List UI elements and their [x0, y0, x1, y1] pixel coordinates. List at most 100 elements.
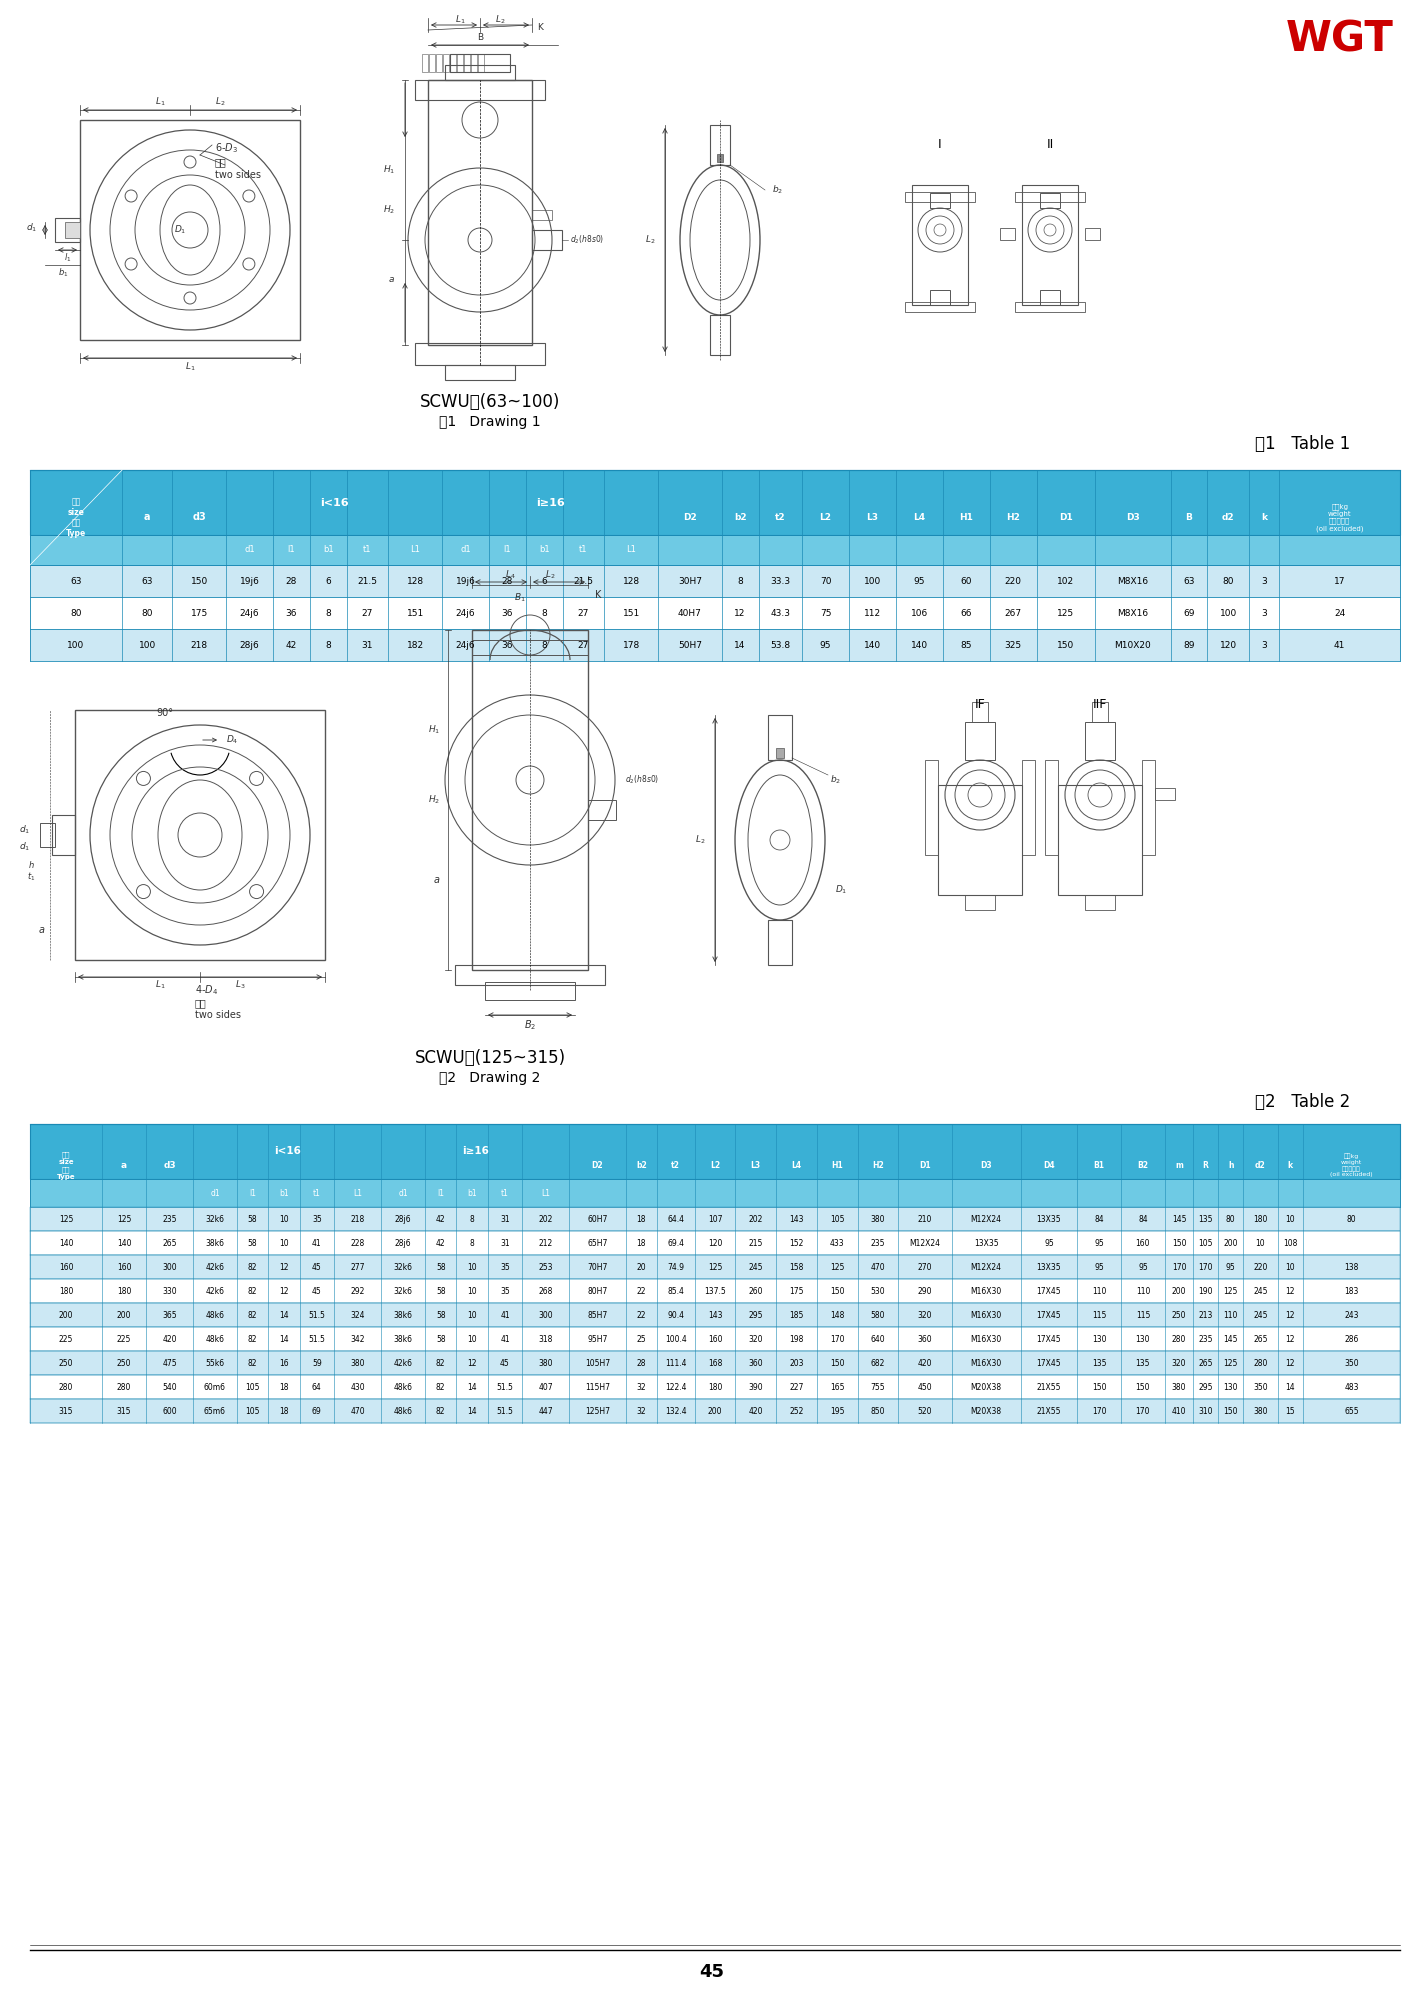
Text: 17X45: 17X45 — [1036, 1286, 1062, 1296]
Text: $L_1$: $L_1$ — [455, 14, 465, 26]
Text: 18: 18 — [637, 1214, 646, 1224]
Text: 84: 84 — [1139, 1214, 1147, 1224]
Text: 253: 253 — [539, 1262, 553, 1272]
Text: 42k6: 42k6 — [205, 1286, 225, 1296]
Text: 3: 3 — [1261, 640, 1267, 650]
Bar — [1092, 702, 1109, 722]
Text: $b_1$: $b_1$ — [58, 266, 68, 280]
Text: L2: L2 — [710, 1160, 720, 1170]
Text: b1: b1 — [467, 1188, 477, 1198]
Text: 530: 530 — [871, 1286, 885, 1296]
Text: 202: 202 — [539, 1214, 553, 1224]
Text: 89: 89 — [1183, 640, 1194, 650]
Text: 433: 433 — [829, 1238, 845, 1248]
Text: 82: 82 — [436, 1382, 446, 1392]
Text: 407: 407 — [539, 1382, 553, 1392]
Text: 220: 220 — [1254, 1262, 1268, 1272]
Bar — [457, 54, 463, 72]
Text: H1: H1 — [831, 1160, 844, 1170]
Text: 45: 45 — [312, 1262, 322, 1272]
Text: 66: 66 — [960, 608, 972, 618]
Text: 140: 140 — [864, 640, 881, 650]
Text: t1: t1 — [314, 1188, 321, 1198]
Text: 100: 100 — [67, 640, 84, 650]
Text: l1: l1 — [249, 1188, 256, 1198]
Text: 132.4: 132.4 — [665, 1406, 687, 1416]
Text: 6: 6 — [542, 576, 547, 586]
Bar — [51, 816, 76, 856]
Text: 10: 10 — [1285, 1214, 1295, 1224]
Text: 125: 125 — [1057, 608, 1074, 618]
Text: i≥16: i≥16 — [462, 1146, 489, 1156]
Bar — [428, 80, 532, 344]
Text: $b_2$: $b_2$ — [772, 184, 784, 196]
Text: 35: 35 — [312, 1214, 322, 1224]
Text: 58: 58 — [436, 1334, 446, 1344]
Text: $L_1$: $L_1$ — [155, 96, 165, 108]
Text: 125: 125 — [831, 1262, 845, 1272]
Text: 175: 175 — [191, 608, 208, 618]
Text: 21.5: 21.5 — [358, 576, 378, 586]
Text: 41: 41 — [1334, 640, 1345, 650]
Text: 38k6: 38k6 — [393, 1310, 413, 1320]
Text: 190: 190 — [1198, 1286, 1213, 1296]
Text: 10: 10 — [467, 1286, 477, 1296]
Bar — [66, 222, 80, 238]
Text: D2: D2 — [683, 512, 697, 522]
Text: M16X30: M16X30 — [970, 1310, 1002, 1320]
Text: 145: 145 — [1224, 1334, 1238, 1344]
Text: 640: 640 — [871, 1334, 885, 1344]
Text: 135: 135 — [1092, 1358, 1106, 1368]
Text: d3: d3 — [164, 1160, 175, 1170]
Text: 267: 267 — [1005, 608, 1022, 618]
Text: 125: 125 — [1224, 1358, 1238, 1368]
Text: 51.5: 51.5 — [308, 1334, 325, 1344]
Text: 80: 80 — [1226, 1214, 1235, 1224]
Text: 10: 10 — [467, 1262, 477, 1272]
Text: 420: 420 — [162, 1334, 177, 1344]
Text: 90°: 90° — [157, 708, 174, 718]
Text: h: h — [1228, 1160, 1234, 1170]
Text: 140: 140 — [117, 1238, 131, 1248]
Text: 245: 245 — [748, 1262, 762, 1272]
Text: 55k6: 55k6 — [205, 1358, 225, 1368]
Text: 70H7: 70H7 — [587, 1262, 607, 1272]
Text: $d_1$: $d_1$ — [19, 824, 30, 836]
Text: 28: 28 — [285, 576, 296, 586]
Text: 28j6: 28j6 — [395, 1238, 412, 1248]
Text: 198: 198 — [789, 1334, 804, 1344]
Text: 280: 280 — [1254, 1358, 1268, 1368]
Text: k: k — [1261, 512, 1267, 522]
Text: d2: d2 — [1255, 1160, 1265, 1170]
Text: $H_2$: $H_2$ — [428, 794, 440, 806]
Text: $a$: $a$ — [37, 924, 46, 936]
Text: 60: 60 — [960, 576, 972, 586]
Text: 45: 45 — [700, 1964, 724, 1980]
Text: 32: 32 — [637, 1382, 646, 1392]
Text: 14: 14 — [467, 1406, 477, 1416]
Text: 69: 69 — [312, 1406, 322, 1416]
Text: 420: 420 — [918, 1358, 932, 1368]
Text: 95: 95 — [1094, 1262, 1104, 1272]
Text: 380: 380 — [1171, 1382, 1186, 1392]
Text: 10: 10 — [279, 1238, 289, 1248]
Text: 35: 35 — [500, 1262, 510, 1272]
Text: 60m6: 60m6 — [204, 1382, 227, 1392]
Text: t1: t1 — [502, 1188, 509, 1198]
Text: k: k — [1288, 1160, 1292, 1170]
Text: 8: 8 — [470, 1238, 475, 1248]
Text: D3: D3 — [980, 1160, 992, 1170]
Bar — [477, 54, 485, 72]
Bar — [905, 302, 975, 312]
Text: IIF: IIF — [1093, 698, 1107, 712]
Text: 18: 18 — [279, 1406, 289, 1416]
Text: b2: b2 — [734, 512, 747, 522]
Text: 31: 31 — [362, 640, 373, 650]
Text: 183: 183 — [1344, 1286, 1358, 1296]
Text: 135: 135 — [1136, 1358, 1150, 1368]
Text: 10: 10 — [1255, 1238, 1265, 1248]
Text: L3: L3 — [866, 512, 878, 522]
Text: 100: 100 — [1220, 608, 1237, 618]
Text: 10: 10 — [467, 1334, 477, 1344]
Text: 125H7: 125H7 — [584, 1406, 610, 1416]
